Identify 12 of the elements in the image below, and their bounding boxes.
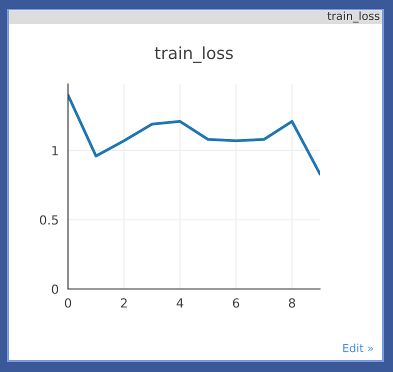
x-tick-label: 6 (232, 298, 240, 308)
x-tick-label: 4 (176, 298, 184, 308)
text: train_loss (327, 11, 380, 23)
y-tick-label: 0 (52, 284, 58, 294)
text: Edit » (343, 344, 374, 352)
y-tick-label: 1 (52, 146, 58, 156)
chart-title: train_loss (154, 46, 233, 63)
x-tick-label: 2 (120, 298, 127, 308)
y-tick-label: 0.5 (40, 215, 58, 225)
line-series (68, 94, 320, 176)
x-tick-label: 8 (288, 298, 296, 308)
x-tick-label: 0 (64, 298, 72, 308)
